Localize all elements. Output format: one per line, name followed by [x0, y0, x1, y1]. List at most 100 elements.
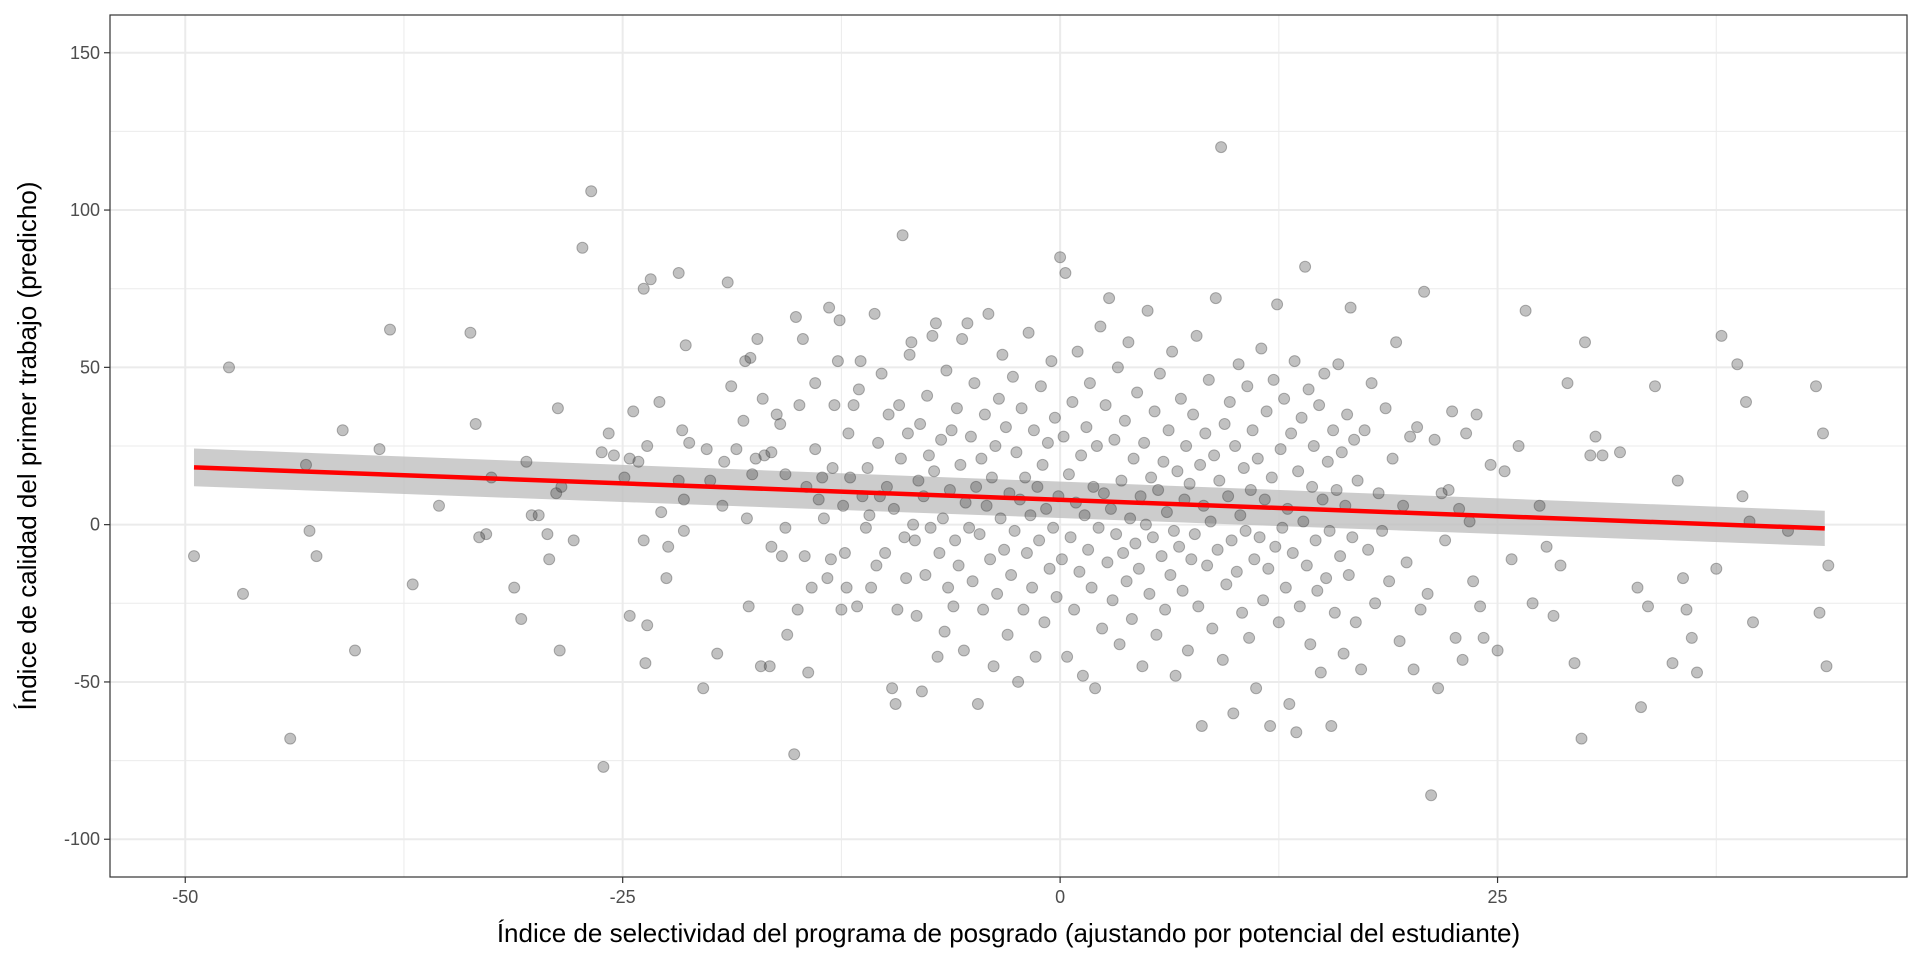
data-point: [921, 389, 934, 402]
panel-border: [109, 14, 1908, 878]
data-point: [641, 440, 654, 452]
data-point: [1115, 474, 1128, 487]
data-point: [553, 644, 566, 657]
data-point: [1213, 474, 1226, 487]
data-point: [1244, 484, 1257, 496]
data-point: [1202, 373, 1215, 386]
data-point: [623, 609, 636, 622]
data-point: [595, 446, 608, 459]
data-point: [1092, 521, 1105, 534]
data-point: [1278, 392, 1291, 405]
data-point: [751, 333, 764, 345]
data-point: [1169, 669, 1182, 682]
data-point: [662, 540, 675, 553]
data-point: [758, 449, 771, 462]
data-point: [737, 414, 750, 427]
data-point: [887, 502, 900, 515]
data-point: [1022, 326, 1035, 339]
data-point: [1094, 320, 1107, 333]
data-point: [1183, 477, 1196, 490]
data-point: [739, 355, 752, 368]
data-point: [859, 521, 872, 534]
data-points-layer: [188, 141, 1835, 802]
data-point: [775, 550, 788, 563]
data-point: [1386, 452, 1399, 465]
data-point: [1265, 471, 1278, 484]
data-point: [1106, 594, 1119, 607]
data-point: [898, 531, 911, 544]
data-point: [1302, 383, 1315, 396]
data-point: [1327, 424, 1340, 437]
data-point: [851, 600, 864, 613]
data-point: [1736, 490, 1749, 503]
data-point: [1080, 421, 1093, 434]
data-point: [406, 578, 419, 591]
data-point: [900, 572, 913, 585]
data-point: [480, 528, 493, 541]
data-point: [1267, 373, 1280, 386]
data-point: [844, 471, 857, 484]
data-point: [945, 424, 958, 437]
data-point: [515, 613, 528, 625]
data-point: [1307, 440, 1320, 452]
data-point: [644, 273, 657, 286]
data-point: [746, 468, 759, 481]
data-point: [1351, 474, 1364, 487]
data-point: [1671, 474, 1684, 487]
data-point: [1297, 515, 1310, 528]
data-point: [188, 550, 200, 563]
data-point: [896, 229, 909, 242]
data-point: [1328, 606, 1341, 619]
data-point: [1262, 562, 1275, 575]
data-point: [1470, 408, 1483, 421]
data-point: [788, 748, 801, 761]
data-point: [980, 499, 993, 512]
data-point: [1167, 524, 1180, 537]
data-point: [697, 682, 710, 695]
data-point: [551, 402, 564, 415]
data-point: [973, 528, 986, 541]
data-point: [1054, 251, 1067, 264]
data-point: [1047, 521, 1060, 534]
data-point: [597, 760, 610, 773]
data-point: [966, 575, 979, 588]
data-point: [1230, 565, 1243, 578]
data-point: [677, 524, 690, 537]
data-point: [1341, 408, 1354, 421]
data-point: [1393, 635, 1406, 648]
x-axis-ticks: -50 -25 0 25: [172, 877, 1508, 907]
data-point: [1085, 581, 1098, 594]
fit-line-layer: [193, 465, 1825, 531]
data-point: [1404, 430, 1417, 443]
data-point: [655, 506, 668, 519]
data-point: [1418, 285, 1431, 298]
data-point: [1456, 653, 1469, 666]
data-point: [1575, 732, 1588, 745]
data-point: [977, 603, 990, 616]
data-point: [1269, 540, 1282, 553]
data-point: [1012, 675, 1025, 688]
data-point: [1442, 484, 1455, 496]
data-point: [1096, 622, 1109, 635]
data-point: [1110, 528, 1123, 541]
data-point: [1264, 720, 1277, 732]
data-point: [1579, 336, 1591, 349]
data-point: [919, 569, 932, 581]
data-point: [796, 333, 809, 345]
data-point: [1253, 531, 1266, 544]
data-point: [284, 732, 297, 745]
data-point: [1019, 471, 1032, 484]
data-point: [1104, 502, 1117, 515]
data-point: [816, 471, 829, 484]
data-point: [672, 267, 685, 279]
data-point: [1279, 581, 1292, 594]
data-point: [349, 644, 361, 657]
data-point: [835, 603, 848, 616]
data-point: [1055, 553, 1068, 566]
data-point: [1108, 433, 1121, 446]
data-point: [1187, 408, 1200, 421]
minor-gridlines: [110, 15, 1907, 877]
data-point: [525, 509, 538, 522]
data-point: [779, 521, 792, 534]
